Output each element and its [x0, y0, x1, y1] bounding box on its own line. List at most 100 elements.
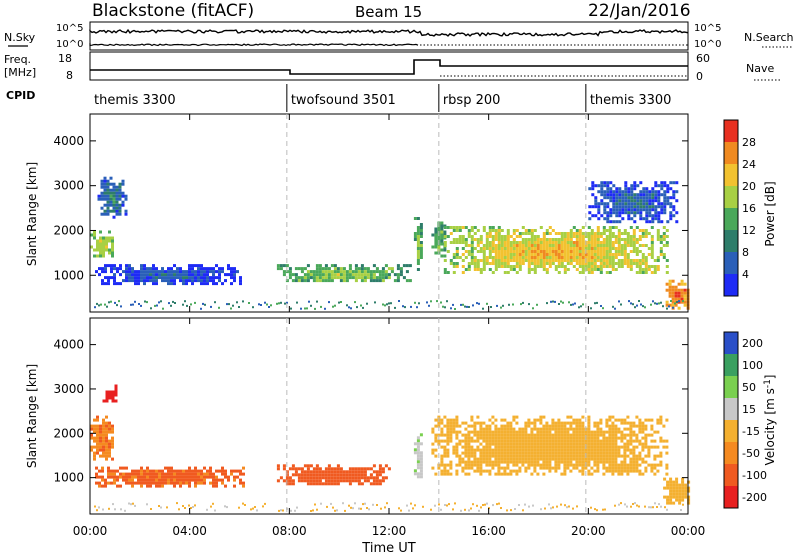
- radar-title: Blackstone (fitACF): [92, 1, 254, 21]
- power-cell: [560, 241, 564, 244]
- power-cell: [416, 235, 420, 238]
- velocity-cell: [491, 442, 495, 446]
- power-cell: [212, 282, 215, 286]
- velocity-cell: [446, 463, 450, 467]
- power-cell: [668, 288, 672, 292]
- velocity-cell: [203, 481, 206, 485]
- velocity-cell: [143, 478, 146, 482]
- velocity-cell: [626, 442, 630, 446]
- power-cell: [674, 303, 678, 307]
- velocity-cell: [581, 466, 585, 470]
- power-cell: [108, 230, 111, 234]
- power-cell: [134, 282, 137, 286]
- velocity-cell: [530, 421, 534, 425]
- velocity-cell: [503, 427, 507, 431]
- power-cell: [650, 247, 654, 250]
- velocity-cell: [620, 418, 624, 422]
- power-cell: [340, 301, 342, 303]
- velocity-cell: [179, 472, 182, 476]
- cpid-segment-label: themis 3300: [94, 93, 176, 108]
- velocity-cell: [566, 454, 570, 458]
- velocity-cell: [614, 424, 618, 428]
- velocity-cell: [510, 509, 512, 512]
- power-cell: [467, 235, 471, 238]
- power-cell: [140, 279, 143, 283]
- velocity-cell: [684, 495, 688, 499]
- velocity-cell: [578, 439, 582, 443]
- velocity-cell: [566, 445, 570, 449]
- power-cell: [569, 250, 573, 253]
- power-cell: [623, 247, 627, 250]
- velocity-cell: [300, 473, 304, 477]
- velocity-cell: [545, 448, 549, 452]
- velocity-cell: [191, 472, 194, 476]
- velocity-cell: [542, 451, 546, 455]
- velocity-cell: [458, 454, 462, 458]
- velocity-cell: [620, 472, 624, 476]
- power-cell: [530, 247, 534, 250]
- velocity-cell: [419, 442, 423, 446]
- velocity-cell: [533, 439, 537, 443]
- power-cell: [641, 244, 645, 247]
- power-cell: [200, 276, 203, 280]
- velocity-cell: [512, 457, 516, 461]
- power-cell: [657, 217, 661, 221]
- velocity-cell: [102, 430, 105, 434]
- power-cell: [491, 247, 495, 250]
- power-cell: [112, 215, 116, 219]
- power-cell: [402, 264, 406, 268]
- power-cell: [614, 256, 618, 259]
- velocity-cell: [194, 478, 197, 482]
- velocity-cell: [539, 415, 543, 419]
- power-cell: [378, 276, 382, 280]
- velocity-cell: [506, 430, 510, 434]
- power-cell: [515, 244, 519, 247]
- velocity-cell: [461, 421, 465, 425]
- power-cell: [524, 250, 528, 253]
- velocity-cell: [524, 451, 528, 455]
- velocity-cell: [581, 469, 585, 473]
- velocity-cell: [443, 448, 447, 452]
- power-cell: [669, 211, 673, 215]
- velocity-cell: [303, 479, 307, 483]
- power-cell: [482, 256, 486, 259]
- power-cell: [105, 236, 108, 240]
- power-cell: [434, 233, 438, 237]
- power-cell: [545, 244, 549, 247]
- power-cell: [581, 235, 585, 238]
- power-cell: [551, 250, 555, 253]
- power-cell: [488, 235, 492, 238]
- velocity-cell: [494, 430, 498, 434]
- power-cell: [597, 205, 601, 209]
- cpid-segment-label: twofsound 3501: [291, 93, 396, 108]
- velocity-cell: [608, 445, 612, 449]
- velocity-cell: [200, 478, 203, 482]
- velocity-cell: [366, 476, 370, 480]
- power-cell: [107, 279, 110, 283]
- power-cell: [110, 300, 112, 303]
- power-cell: [106, 209, 110, 213]
- power-cell: [482, 307, 484, 310]
- power-cell: [662, 256, 666, 259]
- velocity-cell: [461, 457, 465, 461]
- velocity-cell: [467, 460, 471, 464]
- power-cell: [618, 214, 622, 218]
- power-cell: [152, 273, 155, 277]
- velocity-cell: [111, 457, 114, 461]
- power-cell: [470, 229, 474, 232]
- velocity-cell: [672, 483, 676, 487]
- power-cell: [533, 259, 537, 262]
- power-cell: [515, 265, 519, 268]
- velocity-cell: [357, 476, 361, 480]
- power-cell: [324, 267, 328, 271]
- power-cell: [633, 208, 637, 212]
- velocity-cell: [599, 451, 603, 455]
- velocity-cell: [584, 457, 588, 461]
- power-cell: [111, 236, 114, 240]
- power-cell: [605, 241, 609, 244]
- power-cell: [125, 273, 128, 277]
- power-cell: [575, 268, 579, 271]
- power-cell: [650, 226, 654, 229]
- velocity-cell: [351, 479, 355, 483]
- velocity-cell: [602, 436, 606, 440]
